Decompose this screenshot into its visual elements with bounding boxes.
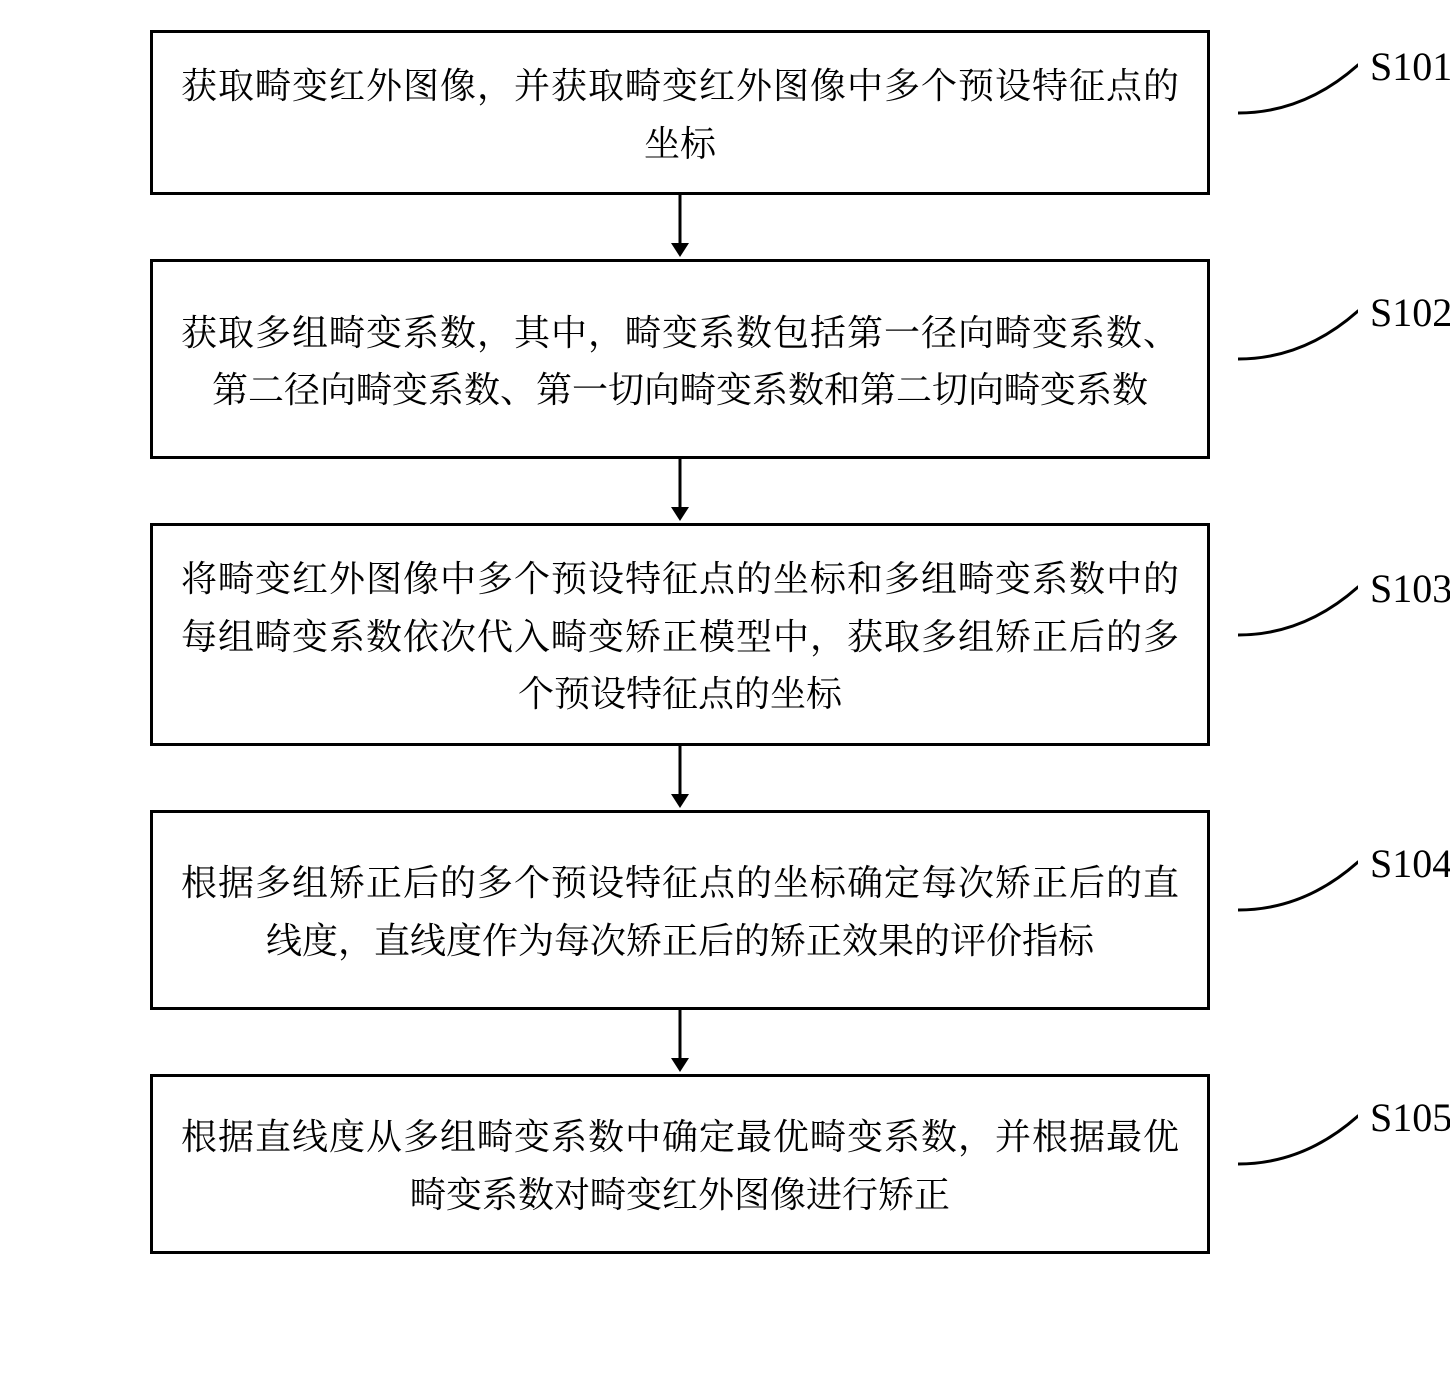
flow-step-row: 获取畸变红外图像，并获取畸变红外图像中多个预设特征点的坐标S101	[40, 30, 1410, 195]
flow-step-box: 将畸变红外图像中多个预设特征点的坐标和多组畸变系数中的每组畸变系数依次代入畸变矫…	[150, 523, 1210, 746]
flow-arrow	[40, 195, 1410, 259]
flow-step-text: 根据多组矫正后的多个预设特征点的坐标确定每次矫正后的直线度，直线度作为每次矫正后…	[181, 852, 1179, 967]
step-label: S104	[1370, 840, 1450, 887]
connector-curve-icon	[1238, 581, 1358, 641]
connector-curve-icon	[1238, 59, 1358, 119]
flow-arrow	[40, 1010, 1410, 1074]
flow-step-box: 获取多组畸变系数，其中，畸变系数包括第一径向畸变系数、第二径向畸变系数、第一切向…	[150, 259, 1210, 459]
flow-step-box: 获取畸变红外图像，并获取畸变红外图像中多个预设特征点的坐标	[150, 30, 1210, 195]
flow-step-row: 获取多组畸变系数，其中，畸变系数包括第一径向畸变系数、第二径向畸变系数、第一切向…	[40, 259, 1410, 459]
flow-step-row: 根据直线度从多组畸变系数中确定最优畸变系数，并根据最优畸变系数对畸变红外图像进行…	[40, 1074, 1410, 1254]
flow-arrow	[40, 459, 1410, 523]
connector-curve-icon	[1238, 305, 1358, 365]
arrow-down-icon	[660, 746, 700, 810]
connector-curve-icon	[1238, 1110, 1358, 1170]
flow-step-box: 根据多组矫正后的多个预设特征点的坐标确定每次矫正后的直线度，直线度作为每次矫正后…	[150, 810, 1210, 1010]
flow-step-box: 根据直线度从多组畸变系数中确定最优畸变系数，并根据最优畸变系数对畸变红外图像进行…	[150, 1074, 1210, 1254]
arrow-down-icon	[660, 195, 700, 259]
arrow-down-icon	[660, 459, 700, 523]
flow-step-text: 根据直线度从多组畸变系数中确定最优畸变系数，并根据最优畸变系数对畸变红外图像进行…	[181, 1106, 1179, 1221]
arrow-down-icon	[660, 1010, 700, 1074]
flow-arrow	[40, 746, 1410, 810]
step-label: S101	[1370, 43, 1450, 90]
step-label: S103	[1370, 565, 1450, 612]
flowchart-root: 获取畸变红外图像，并获取畸变红外图像中多个预设特征点的坐标S101 获取多组畸变系…	[40, 30, 1410, 1254]
connector-curve-icon	[1238, 856, 1358, 916]
step-label: S102	[1370, 289, 1450, 336]
step-label: S105	[1370, 1094, 1450, 1141]
flow-step-text: 获取多组畸变系数，其中，畸变系数包括第一径向畸变系数、第二径向畸变系数、第一切向…	[181, 302, 1179, 417]
flow-step-text: 将畸变红外图像中多个预设特征点的坐标和多组畸变系数中的每组畸变系数依次代入畸变矫…	[181, 548, 1179, 721]
flow-step-row: 将畸变红外图像中多个预设特征点的坐标和多组畸变系数中的每组畸变系数依次代入畸变矫…	[40, 523, 1410, 746]
flow-step-text: 获取畸变红外图像，并获取畸变红外图像中多个预设特征点的坐标	[181, 55, 1179, 170]
flow-step-row: 根据多组矫正后的多个预设特征点的坐标确定每次矫正后的直线度，直线度作为每次矫正后…	[40, 810, 1410, 1010]
